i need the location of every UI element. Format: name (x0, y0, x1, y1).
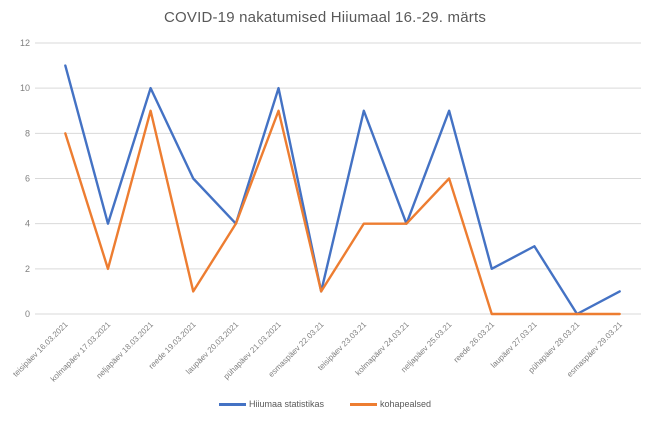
x-axis-category-label: reede 26.03.21 (452, 320, 497, 365)
y-axis-tick-label: 10 (20, 83, 30, 93)
y-axis-tick-label: 2 (25, 264, 30, 274)
legend-label: Hiiumaa statistikas (248, 399, 324, 409)
y-axis-tick-label: 0 (25, 309, 30, 319)
chart-legend: Hiiumaa statistikas kohapealsed (0, 399, 650, 409)
legend-item-kohapealsed: kohapealsed (349, 399, 432, 409)
chart-title: COVID-19 nakatumised Hiiumaal 16.-29. mä… (163, 9, 487, 26)
legend-label: kohapealsed (379, 399, 432, 409)
y-axis-tick-label: 12 (20, 38, 30, 48)
series-line-0 (64, 64, 621, 316)
y-axis-tick-label: 6 (25, 174, 30, 184)
legend-line-swatch-orange (349, 402, 377, 406)
legend-item-hiiumaa-statistikas: Hiiumaa statistikas (218, 399, 324, 409)
y-axis-tick-label: 4 (25, 219, 30, 229)
legend-line-swatch-blue (218, 402, 246, 406)
y-axis-tick-label: 8 (25, 128, 30, 138)
series-line-1 (64, 109, 621, 316)
